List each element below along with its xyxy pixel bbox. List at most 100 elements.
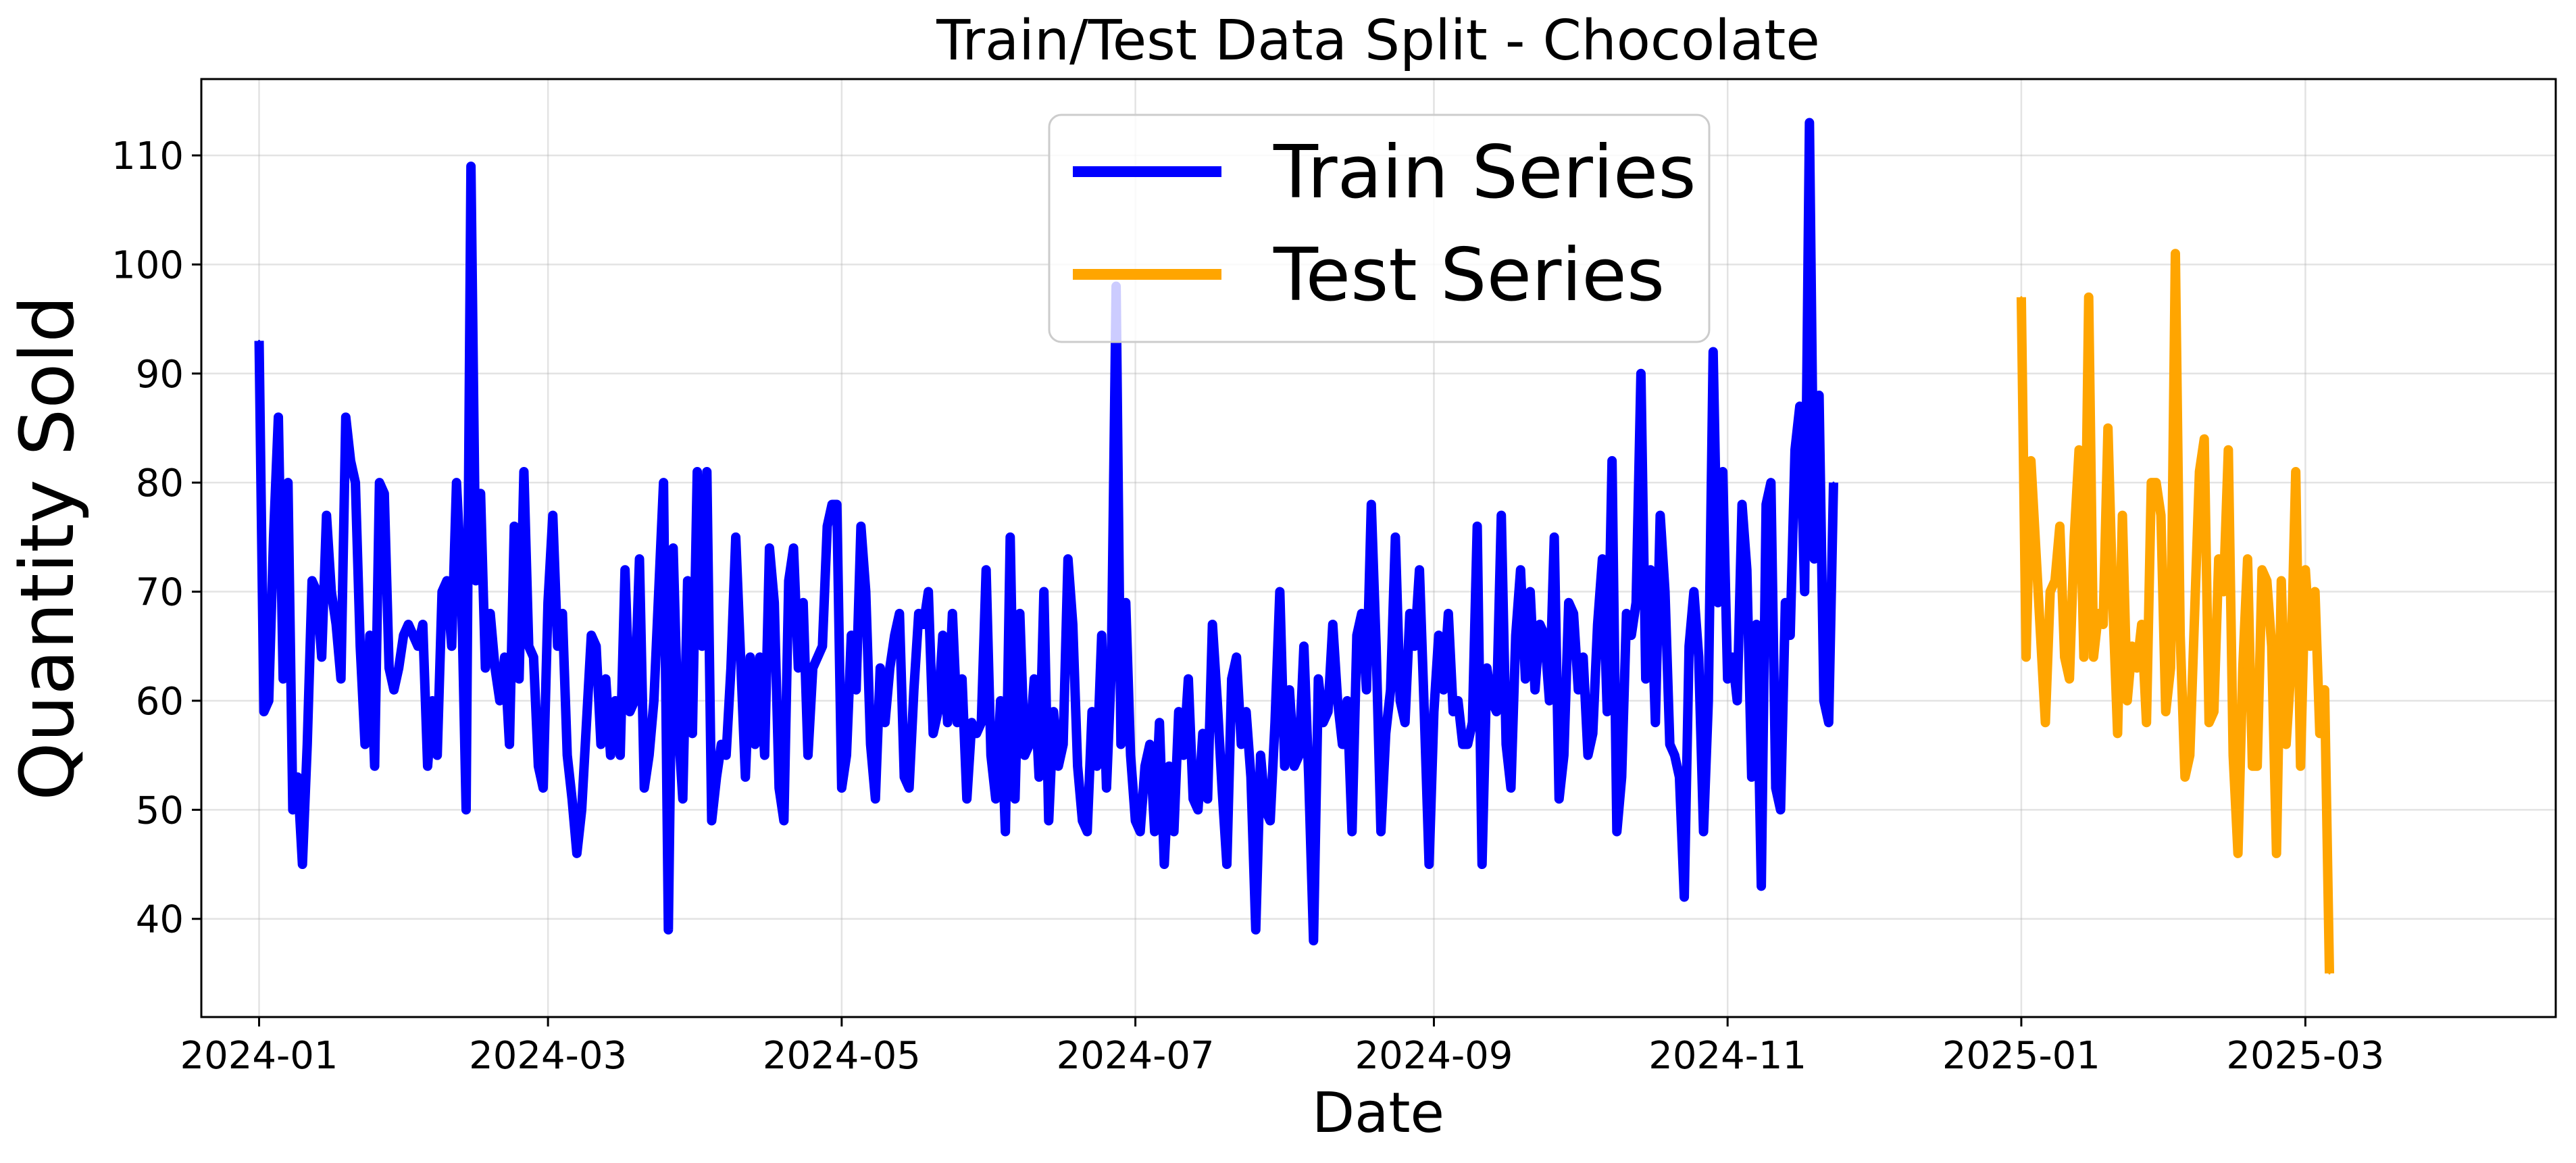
data-point	[2271, 645, 2273, 647]
data-point	[1620, 776, 1623, 778]
data-point	[1673, 754, 1676, 757]
data-point	[417, 645, 420, 647]
data-point	[1755, 623, 1758, 626]
data-point	[1553, 536, 1556, 539]
data-point	[1428, 863, 1430, 866]
data-point	[2126, 699, 2129, 702]
data-point	[2020, 296, 2023, 299]
data-point	[1370, 503, 1373, 505]
data-point	[1818, 394, 1821, 397]
data-point	[927, 591, 930, 593]
data-point	[528, 645, 530, 647]
data-point	[1784, 601, 1787, 604]
data-point	[1350, 831, 1353, 833]
data-point	[1110, 667, 1113, 670]
data-point	[1664, 591, 1667, 593]
data-point	[715, 776, 718, 778]
data-point	[1178, 710, 1180, 713]
data-point	[1726, 678, 1729, 681]
data-point	[1182, 754, 1185, 757]
data-point	[470, 165, 472, 168]
data-point	[1062, 743, 1065, 746]
data-point	[1250, 776, 1253, 778]
data-point	[672, 547, 674, 549]
data-point	[994, 797, 997, 800]
data-point	[1273, 721, 1276, 724]
data-point	[1509, 787, 1512, 789]
x-axis-title: Date	[1312, 1081, 1444, 1145]
data-point	[2068, 678, 2071, 681]
data-point	[961, 678, 963, 681]
data-point	[2314, 591, 2317, 593]
data-point	[1380, 831, 1382, 833]
data-point	[2323, 689, 2326, 691]
data-point	[605, 678, 607, 681]
data-point	[1119, 743, 1122, 746]
data-point	[1038, 776, 1040, 778]
data-point	[1317, 678, 1319, 681]
data-point	[1144, 765, 1146, 768]
data-point	[431, 699, 434, 702]
data-point	[571, 797, 574, 800]
data-point	[1789, 634, 1792, 637]
data-point	[1476, 525, 1479, 528]
data-point	[258, 339, 261, 342]
data-point	[1481, 863, 1484, 866]
data-point	[2092, 655, 2095, 658]
data-point	[1596, 623, 1599, 626]
data-point	[1746, 568, 1748, 571]
x-tick-label: 2024-03	[469, 1034, 627, 1078]
data-point	[2183, 776, 2186, 778]
y-tick-label: 100	[111, 243, 184, 287]
data-point	[1404, 721, 1407, 724]
data-point	[263, 710, 266, 713]
data-point	[2140, 623, 2143, 626]
plot-area-frame	[200, 78, 2557, 1018]
data-point	[1524, 678, 1527, 681]
data-point	[1346, 699, 1348, 702]
data-point	[1221, 787, 1223, 789]
data-point	[561, 612, 564, 615]
data-point	[1105, 787, 1108, 789]
data-point	[677, 721, 680, 724]
data-point	[725, 754, 728, 757]
data-point	[1438, 634, 1440, 637]
data-point	[1187, 678, 1190, 681]
data-point	[643, 787, 646, 789]
data-point	[1471, 721, 1473, 724]
data-point	[1409, 612, 1411, 615]
data-point	[850, 634, 853, 637]
data-point	[517, 678, 520, 681]
data-point	[1601, 558, 1604, 560]
data-point	[330, 591, 332, 593]
data-point	[1158, 721, 1161, 724]
data-point	[1466, 743, 1469, 746]
data-point	[1692, 591, 1695, 593]
data-point	[397, 667, 400, 670]
y-tick-label: 40	[136, 898, 184, 942]
data-point	[1101, 634, 1103, 637]
data-point	[1216, 699, 1219, 702]
data-point	[368, 634, 371, 637]
data-point	[970, 721, 973, 724]
data-point	[2025, 655, 2027, 658]
data-point	[2261, 568, 2263, 571]
data-point	[985, 568, 988, 571]
data-point	[946, 721, 949, 724]
data-point	[1630, 634, 1633, 637]
data-point	[1009, 536, 1011, 539]
test-series-points	[2020, 252, 2331, 974]
data-point	[888, 667, 891, 670]
data-point	[797, 667, 800, 670]
data-point	[999, 699, 1002, 702]
data-point	[1192, 797, 1194, 800]
data-point	[2319, 732, 2321, 735]
data-point	[831, 503, 834, 505]
data-point	[1096, 765, 1098, 768]
data-point	[869, 743, 872, 746]
data-point	[1592, 732, 1594, 735]
data-point	[349, 460, 352, 462]
data-point	[1721, 470, 1724, 473]
data-point	[301, 863, 304, 866]
